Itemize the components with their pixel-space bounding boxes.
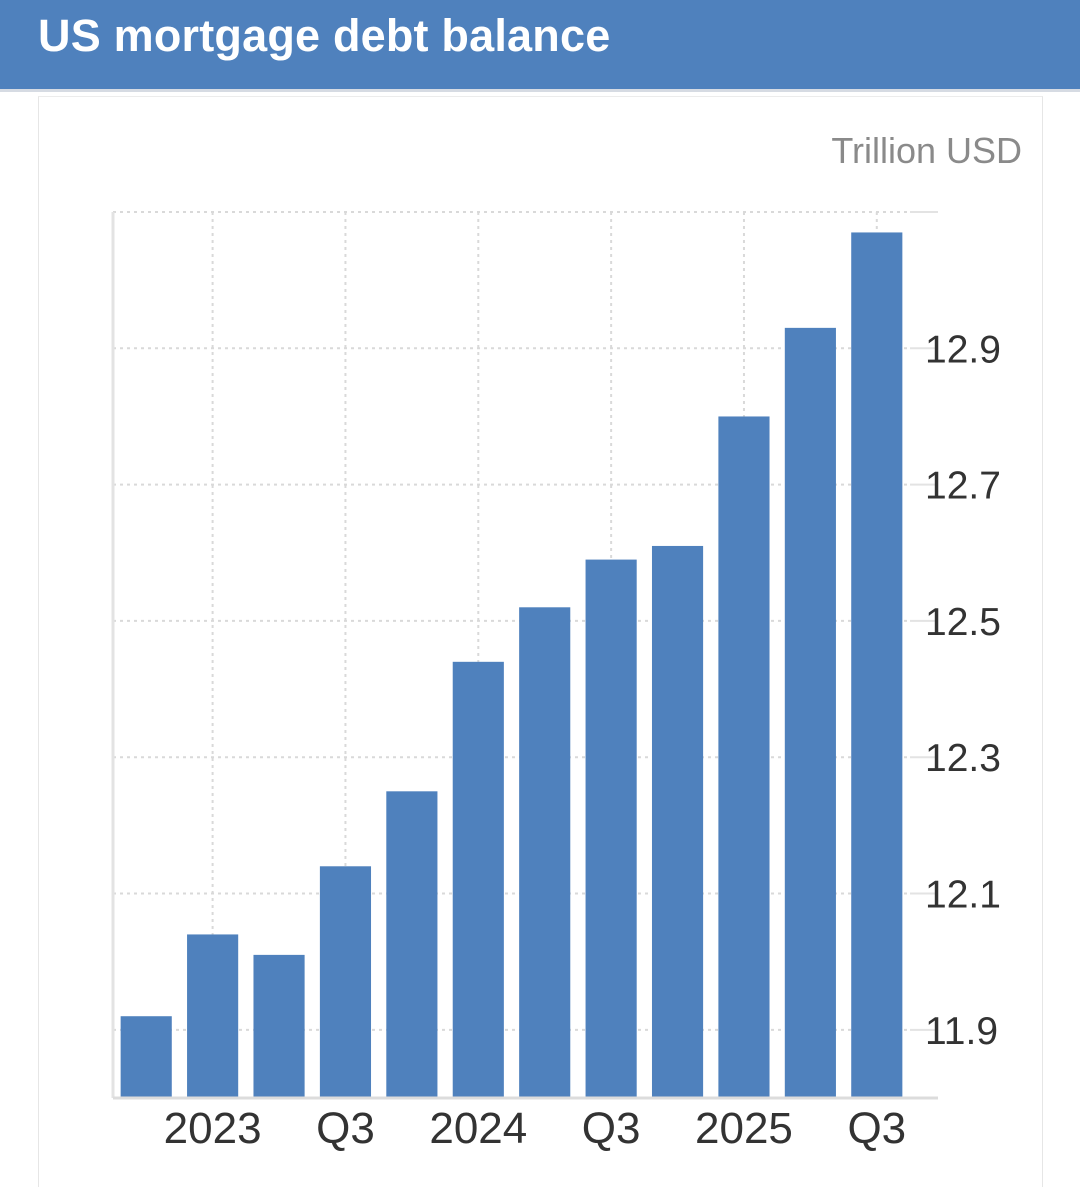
bar-q4-2023[interactable] xyxy=(386,791,438,1098)
bar-q1-2023[interactable] xyxy=(187,934,239,1098)
x-tick-label: 2024 xyxy=(429,1104,527,1153)
axes xyxy=(111,211,938,1100)
y-tick-label: 12.3 xyxy=(925,737,1001,780)
y-tick-label: 12.7 xyxy=(925,465,1001,508)
x-tick-label: 2023 xyxy=(164,1104,262,1153)
bar-q4-2022[interactable] xyxy=(120,1016,172,1098)
x-tick-labels: 2023 Q3 2024 Q3 2025 Q3 xyxy=(164,1104,906,1153)
x-tick-label: Q3 xyxy=(316,1104,375,1153)
bar-q2-2023[interactable] xyxy=(253,954,305,1098)
bar-q3-2024[interactable] xyxy=(585,559,637,1098)
bar-q1-2024[interactable] xyxy=(452,661,504,1098)
bar-q4-2024[interactable] xyxy=(651,545,704,1098)
y-tick-label: 12.5 xyxy=(925,601,1001,644)
unit-label: Trillion USD xyxy=(831,130,1022,171)
bar-q2-2024[interactable] xyxy=(519,607,571,1098)
chart-title: US mortgage debt balance xyxy=(38,10,611,61)
x-tick-label: Q3 xyxy=(847,1104,906,1153)
y-tick-label: 12.9 xyxy=(925,328,1001,371)
header-bar: US mortgage debt balance xyxy=(0,0,1080,92)
y-tick-labels: 11.9 12.1 12.3 12.5 12.7 12.9 xyxy=(925,328,1001,1053)
bar-q3-2023[interactable] xyxy=(319,866,372,1098)
x-tick-label: 2025 xyxy=(695,1104,793,1153)
bars xyxy=(120,232,903,1098)
y-tick-label: 11.9 xyxy=(925,1010,998,1053)
bar-q2-2025[interactable] xyxy=(784,327,836,1098)
bar-q1-2025[interactable] xyxy=(718,416,770,1098)
x-tick-label: Q3 xyxy=(582,1104,641,1153)
y-tick-label: 12.1 xyxy=(925,874,1001,917)
bar-q3-2025[interactable] xyxy=(851,232,903,1098)
